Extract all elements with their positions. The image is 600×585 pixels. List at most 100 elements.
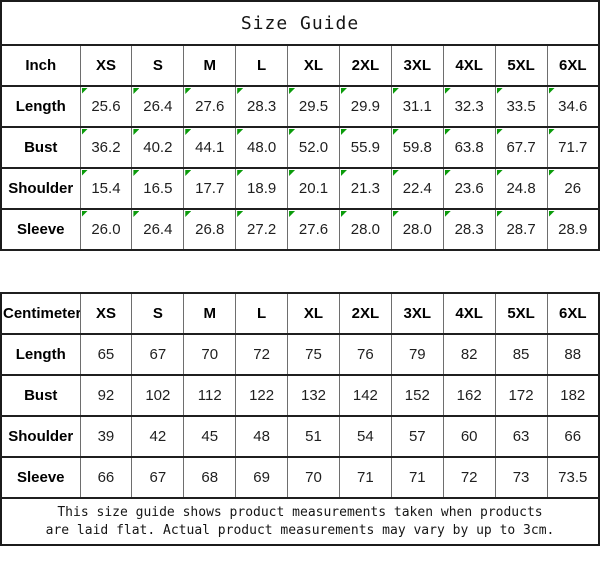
cell-flag-icon xyxy=(548,211,555,217)
measurement-value-cell: 73 xyxy=(494,456,548,499)
measurement-value-cell: 73.5 xyxy=(546,456,600,499)
cell-flag-icon xyxy=(289,170,296,176)
cell-flag-icon xyxy=(133,129,140,135)
size-header-cell: XL xyxy=(287,292,340,335)
cell-flag-icon xyxy=(237,129,244,135)
size-header-cell: S xyxy=(131,292,185,335)
measurement-value-cell: 26.4 xyxy=(131,208,185,251)
cell-flag-icon xyxy=(133,211,140,217)
cell-flag-icon xyxy=(496,170,503,176)
measure-label-cell: Sleeve xyxy=(0,456,81,499)
measurement-row: Sleeve 26.0 26.4 26.8 27.2 27.6 28.0 28.0 28.3 28… xyxy=(0,208,600,251)
measure-label-cell: Sleeve xyxy=(0,208,81,251)
measurement-value-cell: 29.9 xyxy=(338,85,392,128)
size-header-cell: 3XL xyxy=(390,44,444,87)
measurement-value-cell: 24.8 xyxy=(494,167,548,210)
measurement-value-cell: 112 xyxy=(183,374,237,417)
measurement-value-cell: 17.7 xyxy=(183,167,237,210)
cell-flag-icon xyxy=(496,211,503,217)
size-header-cell: 2XL xyxy=(338,292,392,335)
measurement-value-cell: 85 xyxy=(494,333,548,376)
measurement-value-cell: 79 xyxy=(390,333,444,376)
measurement-row: Length 25.6 26.4 27.6 28.3 29.5 29.9 31.1 32.3 33… xyxy=(0,85,600,128)
measurement-value-cell: 27.6 xyxy=(183,85,237,128)
cell-flag-icon xyxy=(444,211,451,217)
cell-flag-icon xyxy=(289,211,296,217)
measurement-value-cell: 122 xyxy=(235,374,289,417)
measurement-value-cell: 18.9 xyxy=(235,167,289,210)
measurement-value-cell: 20.1 xyxy=(287,167,340,210)
measurement-note-line-2: are laid flat. Actual product measuremen… xyxy=(45,522,555,538)
measurement-value-cell: 57 xyxy=(390,415,444,458)
measurement-value-cell: 40.2 xyxy=(131,126,185,169)
measure-label-cell: Length xyxy=(0,85,81,128)
measurement-value-cell: 69 xyxy=(235,456,289,499)
size-header-cell: 5XL xyxy=(494,44,548,87)
size-header-row: Centimeter XS S M L XL 2XL 3XL 4XL 5XL 6XL xyxy=(0,292,600,335)
measurement-value-cell: 70 xyxy=(287,456,340,499)
measurement-value-cell: 68 xyxy=(183,456,237,499)
measurement-value-cell: 66 xyxy=(79,456,133,499)
cell-flag-icon xyxy=(81,129,88,135)
measurement-value-cell: 25.6 xyxy=(79,85,133,128)
cell-flag-icon xyxy=(237,88,244,94)
measurement-value-cell: 27.2 xyxy=(235,208,289,251)
measurement-value-cell: 67.7 xyxy=(494,126,548,169)
measurement-value-cell: 75 xyxy=(287,333,340,376)
centimeter-size-table: Centimeter XS S M L XL 2XL 3XL 4XL 5XL 6XL Length 65… xyxy=(0,292,600,499)
cell-flag-icon xyxy=(548,129,555,135)
cell-flag-icon xyxy=(81,211,88,217)
measurement-value-cell: 60 xyxy=(442,415,496,458)
measurement-value-cell: 29.5 xyxy=(287,85,340,128)
size-header-cell: XL xyxy=(287,44,340,87)
cell-flag-icon xyxy=(289,88,296,94)
cell-flag-icon xyxy=(496,129,503,135)
cell-flag-icon xyxy=(237,170,244,176)
measurement-value-cell: 36.2 xyxy=(79,126,133,169)
measurement-value-cell: 70 xyxy=(183,333,237,376)
measurement-value-cell: 26.0 xyxy=(79,208,133,251)
measurement-value-cell: 182 xyxy=(546,374,600,417)
measurement-value-cell: 67 xyxy=(131,333,185,376)
measurement-value-cell: 31.1 xyxy=(390,85,444,128)
measurement-value-cell: 26.4 xyxy=(131,85,185,128)
measurement-value-cell: 54 xyxy=(338,415,392,458)
size-header-row: Inch XS S M L XL 2XL 3XL 4XL 5XL 6XL xyxy=(0,44,600,87)
measurement-value-cell: 27.6 xyxy=(287,208,340,251)
cell-flag-icon xyxy=(185,88,192,94)
measurement-value-cell: 72 xyxy=(442,456,496,499)
cell-flag-icon xyxy=(444,129,451,135)
measurement-note-box: This size guide shows product measuremen… xyxy=(0,499,600,546)
cell-flag-icon xyxy=(392,129,399,135)
measurement-value-cell: 67 xyxy=(131,456,185,499)
measurement-row: Shoulder 39 42 45 48 51 54 57 60 63 66 xyxy=(0,415,600,458)
measurement-value-cell: 48 xyxy=(235,415,289,458)
measurement-value-cell: 33.5 xyxy=(494,85,548,128)
cell-flag-icon xyxy=(133,88,140,94)
measurement-value-cell: 72 xyxy=(235,333,289,376)
measurement-value-cell: 28.0 xyxy=(390,208,444,251)
measurement-value-cell: 28.9 xyxy=(546,208,600,251)
measurement-row: Bust 36.2 40.2 44.1 48.0 52.0 55.9 59.8 63.8 67.7… xyxy=(0,126,600,169)
measurement-value-cell: 44.1 xyxy=(183,126,237,169)
measurement-value-cell: 32.3 xyxy=(442,85,496,128)
cell-flag-icon xyxy=(496,88,503,94)
cell-flag-icon xyxy=(185,129,192,135)
measurement-value-cell: 42 xyxy=(131,415,185,458)
cell-flag-icon xyxy=(133,170,140,176)
cell-flag-icon xyxy=(392,211,399,217)
size-header-cell: 5XL xyxy=(494,292,548,335)
measurement-value-cell: 88 xyxy=(546,333,600,376)
measurement-value-cell: 82 xyxy=(442,333,496,376)
measure-label-cell: Shoulder xyxy=(0,415,81,458)
measurement-row: Length 65 67 70 72 75 76 79 82 85 88 xyxy=(0,333,600,376)
size-guide-title-box: Size Guide xyxy=(0,0,600,44)
measurement-value-cell: 59.8 xyxy=(390,126,444,169)
cell-flag-icon xyxy=(444,170,451,176)
measurement-value-cell: 152 xyxy=(390,374,444,417)
measurement-row: Sleeve 66 67 68 69 70 71 71 72 73 73.5 xyxy=(0,456,600,499)
size-header-cell: 3XL xyxy=(390,292,444,335)
size-header-cell: L xyxy=(235,292,289,335)
unit-header-cell: Centimeter xyxy=(0,292,81,335)
